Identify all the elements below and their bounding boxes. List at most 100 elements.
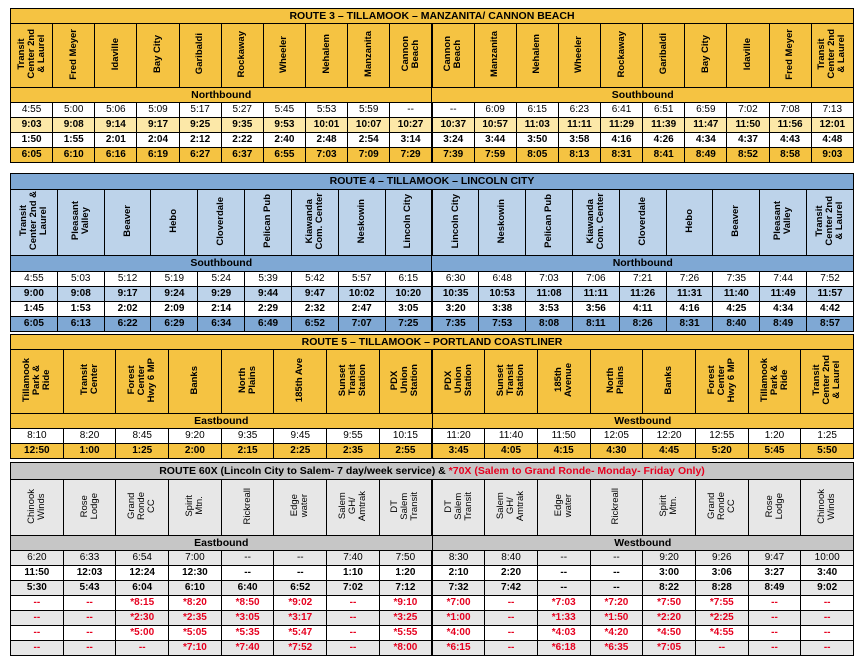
time-cell: -- <box>10 625 64 641</box>
time-cell: 1:25 <box>800 428 854 444</box>
stop-header: Wheeler <box>557 23 601 88</box>
stop-name: Transit Center <box>78 364 100 396</box>
time-cell: 4:15 <box>536 443 591 459</box>
time-cell: *3:05 <box>220 610 275 626</box>
stop-name: Nehalem <box>531 34 543 74</box>
table-row: 4:55 5:00 5:06 5:09 5:17 5:27 5:45 5:53 5:59 -- --… <box>9 102 855 118</box>
time-cell: 7:00 <box>168 550 222 566</box>
stop-name: DT Salem Transit <box>442 491 474 521</box>
time-cell: 7:21 <box>618 271 667 287</box>
time-cell: 12:30 <box>168 565 222 581</box>
time-cell: *3:25 <box>378 610 433 626</box>
time-cell: 4:43 <box>768 132 812 148</box>
stop-name: Fred Meyer <box>784 28 796 80</box>
time-cell: 12:05 <box>589 428 644 444</box>
time-cell: 7:08 <box>768 102 812 118</box>
time-cell: 6:20 <box>10 550 64 566</box>
time-cell: -- <box>484 595 538 611</box>
time-cell: 7:03 <box>525 271 573 287</box>
table-row: 6:05 6:13 6:22 6:29 6:34 6:49 6:52 7:07 7:25 7:35… <box>10 316 854 332</box>
time-cell: 11:50 <box>726 117 770 133</box>
time-cell: *9:02 <box>273 595 328 611</box>
stop-header: Hebo <box>150 189 199 256</box>
time-cell: 5:09 <box>136 102 180 118</box>
time-cell: 7:44 <box>759 271 808 287</box>
time-cell: 6:05 <box>9 147 54 163</box>
time-cell: 5:19 <box>150 271 199 287</box>
time-cell: -- <box>10 610 64 626</box>
time-cell: 2:00 <box>168 443 222 459</box>
time-cell: -- <box>326 610 380 626</box>
time-cell: -- <box>536 580 591 596</box>
time-cell: 2:02 <box>103 301 152 317</box>
stop-name: Grand Ronde CC <box>126 492 158 520</box>
time-cell: *8:50 <box>220 595 275 611</box>
time-cell: *4:55 <box>694 625 749 641</box>
time-cell: 9:53 <box>262 117 306 133</box>
time-cell: 9:25 <box>178 117 222 133</box>
stop-name: Spirit Mtn. <box>183 495 205 517</box>
stop-header: Pleasant Valley <box>759 189 808 256</box>
time-cell: -- <box>484 610 538 626</box>
time-cell: 7:35 <box>712 271 761 287</box>
time-cell: 12:24 <box>115 565 170 581</box>
stop-header: Forest Center Hwy 6 MP <box>115 349 170 414</box>
time-cell: *5:00 <box>115 625 170 641</box>
time-cell: 6:34 <box>197 316 246 332</box>
stop-name: Forest Center Hwy 6 MP <box>126 357 158 403</box>
stop-name: Transit Center 2nd & Laurel <box>811 355 843 405</box>
time-cell: -- <box>747 610 802 626</box>
route4-title: ROUTE 4 – TILLAMOOK – LINCOLN CITY <box>10 173 854 190</box>
stop-name: Pleasant Valley <box>69 201 91 241</box>
stop-header: Beaver <box>712 189 761 256</box>
route5-eastbound-label: Eastbound <box>10 413 433 429</box>
stop-name: Rose Lodge <box>78 492 100 520</box>
time-cell: -- <box>273 565 328 581</box>
stop-header: Wheeler <box>262 23 306 88</box>
time-cell: 5:57 <box>337 271 386 287</box>
time-cell: 11:29 <box>599 117 644 133</box>
time-cell: 2:20 <box>484 565 538 581</box>
time-cell: 6:55 <box>262 147 306 163</box>
time-cell: 2:12 <box>178 132 222 148</box>
time-cell: -- <box>62 640 117 656</box>
stop-header: North Plains <box>220 349 275 414</box>
time-cell: 9:17 <box>103 286 152 302</box>
time-cell: 7:40 <box>326 550 380 566</box>
table-row: 5:30 5:43 6:04 6:10 6:40 6:52 7:02 7:12 7:32 7:42… <box>10 580 854 596</box>
time-cell: 2:04 <box>136 132 180 148</box>
route5-section: ROUTE 5 – TILLAMOOK – PORTLAND COASTLINE… <box>10 334 854 459</box>
route60-title-main: ROUTE 60X (Lincoln City to Salem- 7 day/… <box>159 464 446 477</box>
time-cell: 6:15 <box>384 271 433 287</box>
time-cell: 9:26 <box>694 550 749 566</box>
stop-header: Rockaway <box>220 23 264 88</box>
time-cell: *5:35 <box>220 625 275 641</box>
time-cell: 9:03 <box>810 147 855 163</box>
time-cell: 8:20 <box>62 428 117 444</box>
time-cell: 7:39 <box>431 147 475 163</box>
stop-header: Forest Center Hwy 6 MP <box>694 349 749 414</box>
stop-name: Lincoln City <box>449 193 461 249</box>
stop-name: Hebo <box>168 209 180 233</box>
stop-name: Transit Center 2nd & Laurel <box>15 29 47 79</box>
stop-name: Neskowin <box>355 198 367 244</box>
route3-northbound-label: Northbound <box>9 87 433 103</box>
stop-header: Idaville <box>726 23 770 88</box>
time-cell: 10:20 <box>384 286 433 302</box>
time-cell: 3:14 <box>389 132 433 148</box>
time-cell: 7:35 <box>431 316 480 332</box>
time-cell: 5:30 <box>10 580 64 596</box>
time-cell: 4:48 <box>810 132 855 148</box>
time-cell: 12:50 <box>10 443 64 459</box>
time-cell: 6:27 <box>178 147 222 163</box>
time-cell: 11:57 <box>806 286 854 302</box>
time-cell: 6:48 <box>478 271 527 287</box>
stop-header: Hebo <box>665 189 714 256</box>
time-cell: *7:40 <box>220 640 275 656</box>
time-cell: 9:29 <box>197 286 246 302</box>
time-cell: 12:20 <box>642 428 696 444</box>
table-row: 12:50 1:00 1:25 2:00 2:15 2:25 2:35 2:55 3:45 4:0… <box>10 443 854 459</box>
time-cell: 9:08 <box>52 117 96 133</box>
time-cell: 4:45 <box>642 443 696 459</box>
time-cell: 9:02 <box>800 580 854 596</box>
